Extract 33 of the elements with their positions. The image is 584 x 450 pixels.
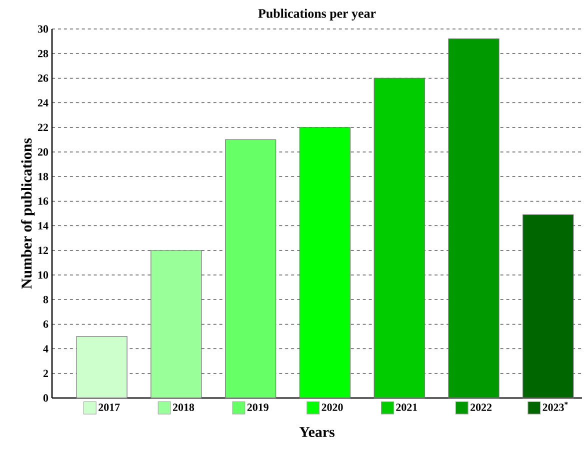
chart-title: Publications per year	[258, 8, 376, 20]
y-tick-label: 6	[43, 320, 48, 328]
x-axis-title: Years	[299, 427, 335, 438]
bar	[76, 336, 128, 398]
y-tick-label: 28	[38, 50, 48, 58]
bar	[299, 127, 351, 398]
x-tick-label: 2019	[247, 404, 268, 411]
x-tick-label: 2022	[470, 404, 492, 411]
y-tick-label: 26	[38, 74, 48, 82]
y-tick-label: 20	[38, 148, 48, 156]
y-tick-label: 12	[38, 246, 48, 254]
y-tick-label: 0	[43, 394, 48, 402]
bar	[522, 214, 574, 398]
bar	[448, 38, 500, 398]
y-tick-label: 8	[43, 296, 48, 304]
y-tick-label: 10	[38, 271, 48, 279]
bar	[374, 78, 425, 398]
bar	[150, 250, 202, 398]
y-tick-label: 22	[38, 124, 48, 132]
x-tick-label: 2018	[172, 404, 194, 411]
x-tick-label: 2023$^{*}$	[542, 402, 568, 411]
x-tick-label: 2017	[98, 404, 120, 411]
bar	[225, 139, 276, 398]
x-tick-label: 2020	[322, 404, 343, 411]
y-tick-label: 30	[38, 25, 48, 33]
y-tick-label: 24	[38, 99, 48, 106]
y-tick-label: 4	[43, 345, 48, 352]
x-tick-label: 2021	[396, 404, 418, 411]
y-tick-label: 18	[38, 172, 48, 180]
y-tick-label: 2	[43, 370, 48, 378]
y-tick-label: 14	[38, 222, 48, 230]
y-axis-title: Number of publications	[20, 138, 35, 289]
y-tick-label: 16	[38, 198, 48, 205]
